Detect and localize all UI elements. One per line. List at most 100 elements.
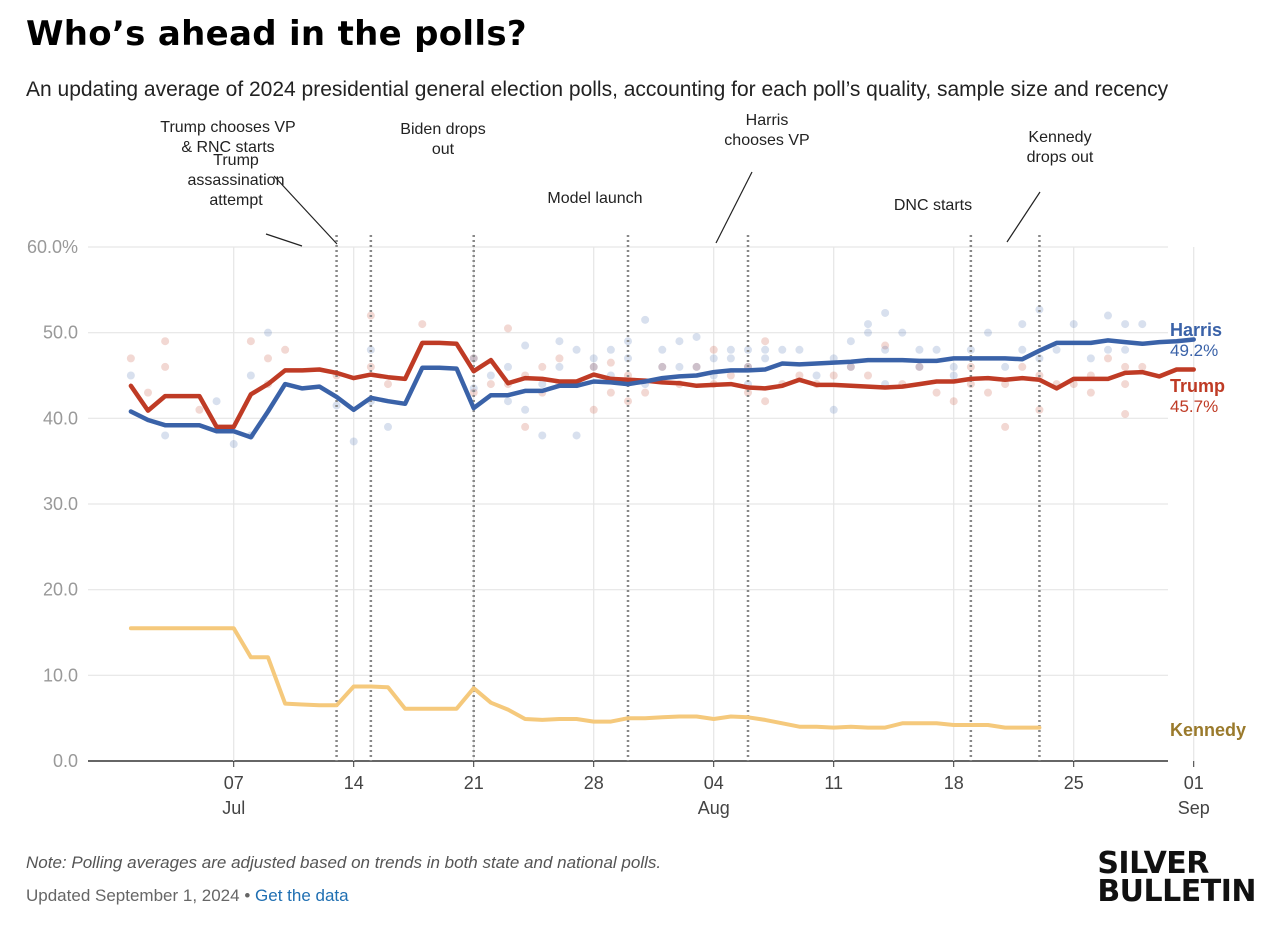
trump-poll-dot bbox=[1001, 380, 1010, 389]
trump-poll-dot bbox=[144, 388, 152, 397]
trump-poll-dot bbox=[606, 388, 615, 397]
event-label: Model launch bbox=[547, 190, 642, 207]
event-annotations: Trump assassination attempt Trump chooses V… bbox=[160, 112, 1094, 761]
harris-end-label: Harris 49.2% bbox=[1170, 320, 1222, 361]
trump-poll-dot bbox=[384, 380, 392, 389]
x-tick-label: 07 bbox=[224, 773, 244, 793]
trump-end-label: Trump 45.7% bbox=[1170, 376, 1225, 417]
harris-poll-dot bbox=[1018, 345, 1027, 354]
event-callout-line bbox=[265, 233, 303, 247]
event-label: Trump bbox=[213, 152, 259, 169]
harris-poll-dot bbox=[572, 345, 581, 354]
trump-poll-dot bbox=[641, 388, 650, 397]
separator-dot: • bbox=[244, 886, 251, 905]
trump-average-line bbox=[128, 340, 1196, 430]
harris-poll-dot bbox=[761, 345, 770, 354]
event-label: Kennedy bbox=[1028, 129, 1091, 146]
event-label: drops out bbox=[1027, 149, 1094, 166]
harris-poll-dot bbox=[932, 345, 941, 354]
harris-poll-dot bbox=[795, 345, 804, 354]
trump-legend-name: Trump bbox=[1170, 376, 1226, 396]
y-tick-label: 0.0 bbox=[53, 751, 78, 771]
x-tick-label: 04 bbox=[704, 773, 724, 793]
harris-poll-dot bbox=[709, 354, 718, 363]
trump-poll-dot bbox=[864, 371, 872, 380]
trump-poll-dot bbox=[692, 362, 701, 371]
y-tick-label: 40.0 bbox=[43, 408, 78, 428]
harris-poll-dot bbox=[572, 431, 581, 440]
footnote: Note: Polling averages are adjusted base… bbox=[26, 853, 662, 872]
trump-poll-dot bbox=[469, 354, 478, 363]
trump-poll-dot bbox=[1104, 354, 1112, 363]
event-label: Trump chooses VP bbox=[160, 119, 295, 136]
harris-poll-dot bbox=[744, 345, 752, 354]
y-tick-label: 50.0 bbox=[43, 323, 78, 343]
trump-poll-dot bbox=[1138, 362, 1147, 371]
harris-poll-dot bbox=[846, 337, 855, 346]
harris-poll-dot bbox=[264, 328, 272, 337]
harris-average-line bbox=[128, 337, 1196, 440]
x-tick-label: 01 bbox=[1184, 773, 1204, 793]
trump-poll-dot bbox=[984, 388, 992, 397]
harris-poll-dot bbox=[1035, 354, 1044, 363]
harris-poll-dot bbox=[229, 440, 238, 449]
harris-final-value: 49.2% bbox=[1170, 341, 1219, 360]
updated-date: Updated September 1, 2024 bbox=[26, 886, 240, 905]
harris-poll-dot bbox=[555, 337, 564, 346]
trump-poll-dot bbox=[658, 362, 667, 371]
y-tick-label: 30.0 bbox=[43, 494, 78, 514]
harris-poll-dot bbox=[1104, 345, 1112, 354]
harris-poll-dot bbox=[658, 362, 667, 371]
get-data-link[interactable]: Get the data bbox=[255, 886, 349, 905]
trump-poll-dot bbox=[1121, 362, 1130, 371]
trump-poll-dot bbox=[161, 337, 170, 346]
updated-line: Updated September 1, 2024 • Get the data bbox=[26, 886, 349, 906]
x-tick-month: Sep bbox=[1178, 798, 1210, 818]
harris-poll-dot bbox=[1121, 345, 1130, 354]
logo-line-2: BULLETIN bbox=[1097, 874, 1256, 909]
event-label: assassination bbox=[188, 172, 285, 189]
trump-poll-dot bbox=[761, 337, 770, 346]
trump-poll-dot bbox=[932, 388, 941, 397]
trump-poll-dot bbox=[195, 405, 204, 414]
harris-poll-dot bbox=[589, 362, 598, 371]
harris-poll-dot bbox=[726, 345, 735, 354]
event-label: attempt bbox=[209, 192, 263, 209]
event-callout-line bbox=[273, 175, 338, 245]
x-tick-month: Aug bbox=[698, 798, 730, 818]
harris-poll-dot bbox=[726, 354, 735, 363]
harris-poll-dot bbox=[246, 371, 255, 380]
harris-poll-dot bbox=[829, 405, 838, 414]
harris-poll-dot bbox=[675, 337, 684, 346]
trump-poll-dot bbox=[606, 358, 615, 367]
harris-poll-dot bbox=[521, 341, 530, 350]
trump-poll-dot bbox=[881, 341, 890, 350]
harris-poll-dot bbox=[1086, 354, 1095, 363]
kennedy-legend-name: Kennedy bbox=[1170, 720, 1247, 740]
harris-poll-dot bbox=[641, 315, 650, 324]
harris-poll-dot bbox=[1035, 305, 1044, 314]
x-tick-label: 14 bbox=[344, 773, 364, 793]
trump-poll-dot bbox=[709, 345, 718, 354]
y-axis-ticks: 0.0 10.0 20.0 30.0 40.0 50.0 60.0% bbox=[27, 237, 78, 771]
event-callout-line bbox=[1006, 191, 1041, 243]
kennedy-end-label: Kennedy bbox=[1170, 720, 1246, 741]
trump-poll-dot bbox=[246, 337, 255, 346]
harris-poll-dot bbox=[469, 354, 478, 363]
harris-poll-dot bbox=[504, 397, 512, 406]
x-tick-label: 11 bbox=[824, 773, 843, 793]
harris-poll-dot bbox=[1069, 320, 1078, 329]
trump-poll-dot bbox=[589, 362, 598, 371]
x-axis-ticks: 07 Jul 14 21 28 04 Aug 11 18 25 01 Sep bbox=[222, 773, 1210, 818]
event-label: chooses VP bbox=[724, 132, 809, 149]
harris-poll-dot bbox=[606, 345, 615, 354]
harris-poll-dot bbox=[212, 397, 221, 406]
harris-poll-dot bbox=[469, 384, 478, 393]
harris-poll-dot bbox=[1121, 320, 1130, 329]
trump-poll-dot bbox=[949, 397, 958, 406]
x-tick-month: Jul bbox=[222, 798, 245, 818]
harris-poll-dot bbox=[1138, 320, 1147, 329]
trump-poll-dot bbox=[504, 324, 512, 333]
trump-poll-dot bbox=[538, 362, 547, 371]
